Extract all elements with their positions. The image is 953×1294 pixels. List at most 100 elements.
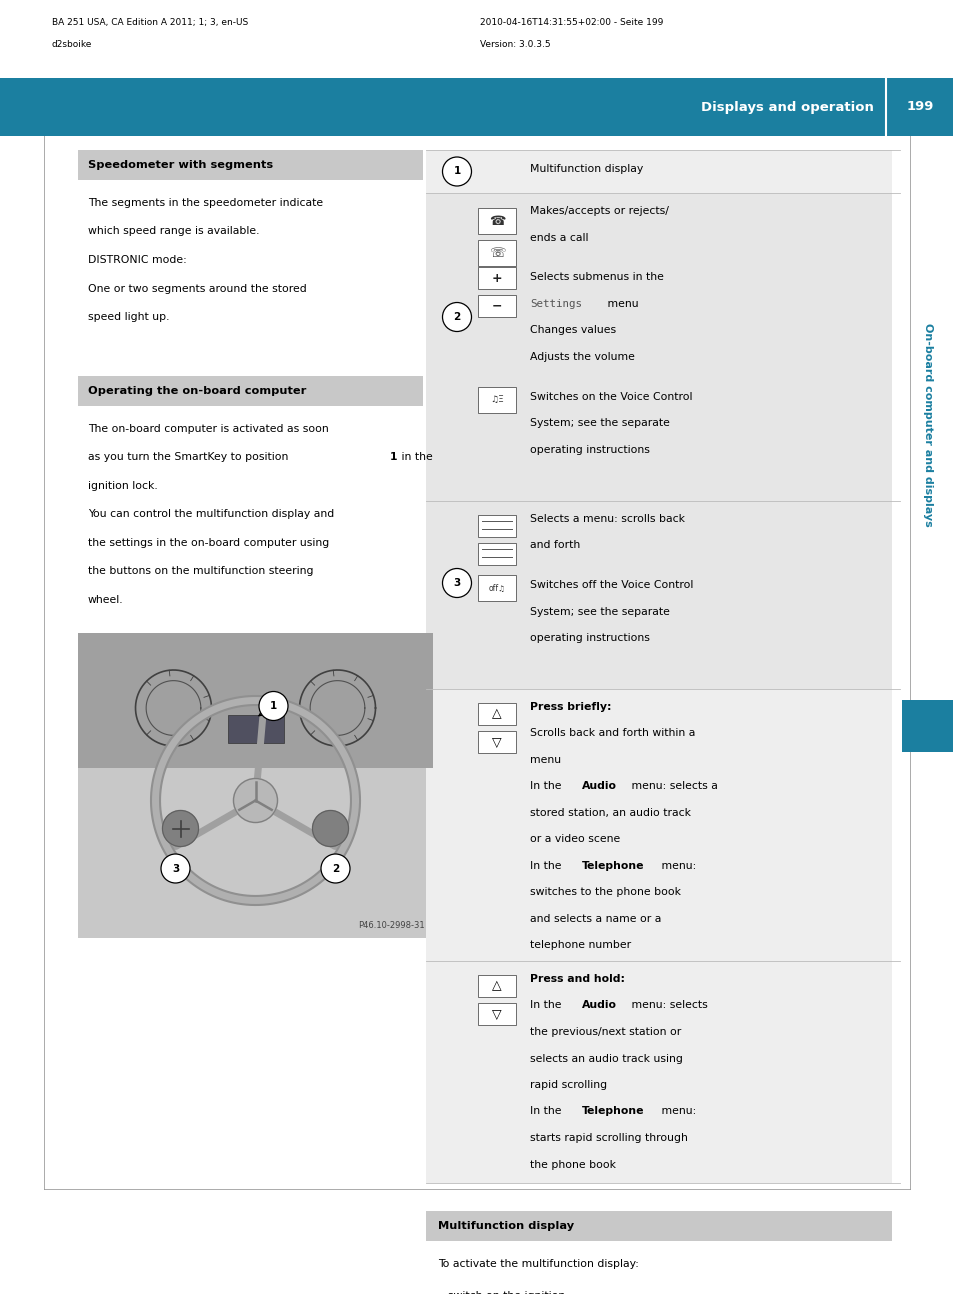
Text: To activate the multifunction display:: To activate the multifunction display:: [437, 1259, 639, 1269]
Text: Version: 3.0.3.5: Version: 3.0.3.5: [479, 40, 550, 49]
Text: ☏: ☏: [488, 246, 505, 260]
Text: the buttons on the multifunction steering: the buttons on the multifunction steerin…: [88, 565, 314, 576]
Bar: [426, 150, 891, 912]
Bar: [477, 239, 516, 267]
Text: Makes/accepts or rejects/: Makes/accepts or rejects/: [530, 206, 668, 216]
Bar: [426, 961, 891, 1183]
Text: selects an audio track using: selects an audio track using: [530, 1053, 682, 1064]
Text: or a video scene: or a video scene: [530, 835, 619, 845]
Text: ☎: ☎: [488, 215, 505, 228]
Text: telephone number: telephone number: [530, 941, 631, 951]
Text: Selects submenus in the: Selects submenus in the: [530, 272, 663, 282]
Bar: [78, 633, 433, 769]
Text: the phone book: the phone book: [530, 1159, 616, 1170]
Text: Telephone: Telephone: [581, 861, 644, 871]
Bar: [477, 576, 516, 602]
Text: System; see the separate: System; see the separate: [530, 418, 669, 428]
Bar: [477, 1003, 516, 1025]
Bar: [477, 515, 516, 537]
Text: Adjusts the volume: Adjusts the volume: [530, 352, 634, 362]
Text: +: +: [491, 272, 502, 285]
Text: speed light up.: speed light up.: [88, 312, 170, 322]
Text: One or two segments around the stored: One or two segments around the stored: [88, 283, 307, 294]
Bar: [477, 731, 516, 753]
Bar: [78, 375, 422, 405]
Text: d2sboike: d2sboike: [52, 40, 92, 49]
Text: starts rapid scrolling through: starts rapid scrolling through: [530, 1134, 687, 1143]
Text: Audio: Audio: [581, 1000, 617, 1011]
Bar: [227, 716, 283, 743]
Text: operating instructions: operating instructions: [530, 633, 649, 643]
Text: △: △: [492, 708, 501, 721]
Text: menu: selects a: menu: selects a: [627, 782, 717, 792]
Text: Multifunction display: Multifunction display: [437, 1222, 574, 1231]
Text: The on-board computer is activated as soon: The on-board computer is activated as so…: [88, 423, 329, 433]
Text: Press briefly:: Press briefly:: [530, 703, 611, 712]
Text: which speed range is available.: which speed range is available.: [88, 226, 259, 237]
Text: Displays and operation: Displays and operation: [700, 101, 873, 114]
Text: Selects a menu: scrolls back: Selects a menu: scrolls back: [530, 514, 684, 524]
Bar: [477, 703, 516, 725]
Text: Audio: Audio: [581, 782, 617, 792]
Text: 3: 3: [172, 863, 179, 873]
Text: ▽: ▽: [492, 735, 501, 748]
Circle shape: [313, 810, 348, 846]
Text: In the: In the: [530, 1000, 564, 1011]
Text: Scrolls back and forth within a: Scrolls back and forth within a: [530, 729, 695, 739]
Bar: [477, 268, 516, 290]
Text: In the: In the: [530, 861, 564, 871]
Text: 199: 199: [905, 101, 933, 114]
Text: The segments in the speedometer indicate: The segments in the speedometer indicate: [88, 198, 323, 208]
Circle shape: [442, 157, 471, 186]
Text: menu: selects: menu: selects: [627, 1000, 707, 1011]
Text: menu: menu: [603, 299, 638, 309]
Text: and selects a name or a: and selects a name or a: [530, 914, 660, 924]
Bar: [477, 208, 516, 234]
Text: menu:: menu:: [658, 861, 696, 871]
Circle shape: [161, 854, 190, 883]
Circle shape: [258, 691, 288, 721]
Circle shape: [442, 568, 471, 598]
Circle shape: [442, 303, 471, 331]
Bar: [78, 150, 422, 180]
Text: In the: In the: [530, 782, 564, 792]
Text: off♫: off♫: [488, 584, 505, 593]
Text: as you turn the SmartKey to position: as you turn the SmartKey to position: [88, 452, 292, 462]
Text: Multifunction display: Multifunction display: [530, 164, 642, 173]
Text: Telephone: Telephone: [581, 1106, 644, 1117]
Text: rapid scrolling: rapid scrolling: [530, 1080, 606, 1090]
Text: 2: 2: [453, 312, 460, 322]
Text: the settings in the on-board computer using: the settings in the on-board computer us…: [88, 537, 329, 547]
Bar: [426, 688, 891, 961]
Text: the previous/next station or: the previous/next station or: [530, 1027, 680, 1036]
Text: ▽: ▽: [492, 1008, 501, 1021]
Text: 1: 1: [453, 167, 460, 176]
Text: Changes values: Changes values: [530, 325, 616, 335]
Text: ignition lock.: ignition lock.: [88, 480, 157, 490]
Text: P46.10-2998-31: P46.10-2998-31: [358, 921, 424, 930]
Bar: [477, 543, 516, 565]
Text: On-board computer and displays: On-board computer and displays: [923, 324, 932, 527]
Text: −: −: [491, 300, 501, 313]
Text: and forth: and forth: [530, 541, 579, 550]
Bar: [477, 974, 516, 996]
Text: Speedometer with segments: Speedometer with segments: [88, 160, 273, 170]
Circle shape: [233, 779, 277, 823]
Text: 2: 2: [332, 863, 338, 873]
Text: Press and hold:: Press and hold:: [530, 974, 624, 983]
Text: Operating the on-board computer: Operating the on-board computer: [88, 386, 306, 396]
Text: 1: 1: [270, 701, 276, 710]
Text: In the: In the: [530, 1106, 564, 1117]
Bar: [477, 387, 516, 413]
Text: 1: 1: [390, 452, 397, 462]
Bar: [901, 700, 953, 752]
Text: System; see the separate: System; see the separate: [530, 607, 669, 617]
Text: wheel.: wheel.: [88, 594, 124, 604]
Text: You can control the multifunction display and: You can control the multifunction displa…: [88, 509, 334, 519]
Text: DISTRONIC mode:: DISTRONIC mode:: [88, 255, 187, 265]
Text: menu:: menu:: [658, 1106, 696, 1117]
Bar: [426, 150, 891, 193]
Text: BA 251 USA, CA Edition A 2011; 1; 3, en-US: BA 251 USA, CA Edition A 2011; 1; 3, en-…: [52, 18, 248, 27]
Bar: [426, 1211, 891, 1241]
Text: • switch on the ignition.: • switch on the ignition.: [437, 1291, 568, 1294]
